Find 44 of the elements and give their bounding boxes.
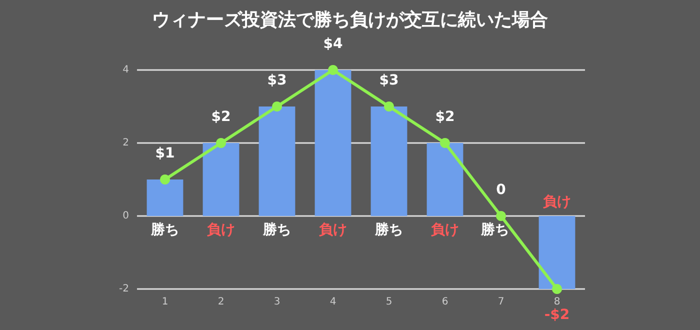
y-tick-label: 2 xyxy=(122,138,129,148)
x-tick-label: 7 xyxy=(498,296,504,308)
point xyxy=(328,65,338,75)
bar xyxy=(202,143,240,216)
data-label: $3 xyxy=(267,72,287,88)
annotation: 負け xyxy=(431,222,459,238)
point xyxy=(216,138,226,148)
bar xyxy=(314,70,352,216)
data-label: $4 xyxy=(323,36,343,52)
bar xyxy=(146,180,184,216)
point xyxy=(496,211,506,221)
y-tick-label: 0 xyxy=(122,210,129,222)
annotation: 勝ち xyxy=(374,222,403,238)
x-tick-label: 5 xyxy=(386,296,392,308)
annotation: 負け xyxy=(319,222,347,238)
annotation: 勝ち xyxy=(480,222,509,238)
point xyxy=(440,138,450,148)
annotation: 勝ち xyxy=(150,222,179,238)
bar xyxy=(370,106,408,216)
x-tick-label: 8 xyxy=(554,296,560,308)
point xyxy=(160,174,170,184)
data-label: $1 xyxy=(155,146,175,162)
annotation: 勝ち xyxy=(262,222,291,238)
data-label: -$2 xyxy=(544,307,570,323)
bar xyxy=(258,106,296,216)
annotation: 負け xyxy=(543,194,571,210)
y-tick-label: 4 xyxy=(122,64,129,76)
data-label: $2 xyxy=(435,109,455,125)
point xyxy=(552,284,562,294)
point xyxy=(384,102,394,112)
data-label: $3 xyxy=(379,72,399,88)
bar xyxy=(426,143,464,216)
data-label: $2 xyxy=(211,109,231,125)
x-tick-label: 1 xyxy=(162,296,168,308)
point xyxy=(272,102,282,112)
bar xyxy=(538,216,576,289)
chart-title: ウィナーズ投資法で勝ち負けが交互に続いた場合 xyxy=(152,10,548,30)
data-label: 0 xyxy=(496,182,506,198)
x-tick-label: 6 xyxy=(442,296,448,308)
x-tick-label: 2 xyxy=(218,296,224,308)
y-tick-label: -2 xyxy=(119,284,129,294)
x-tick-label: 4 xyxy=(330,296,336,308)
annotation: 負け xyxy=(207,222,235,238)
x-tick-label: 3 xyxy=(274,296,280,308)
